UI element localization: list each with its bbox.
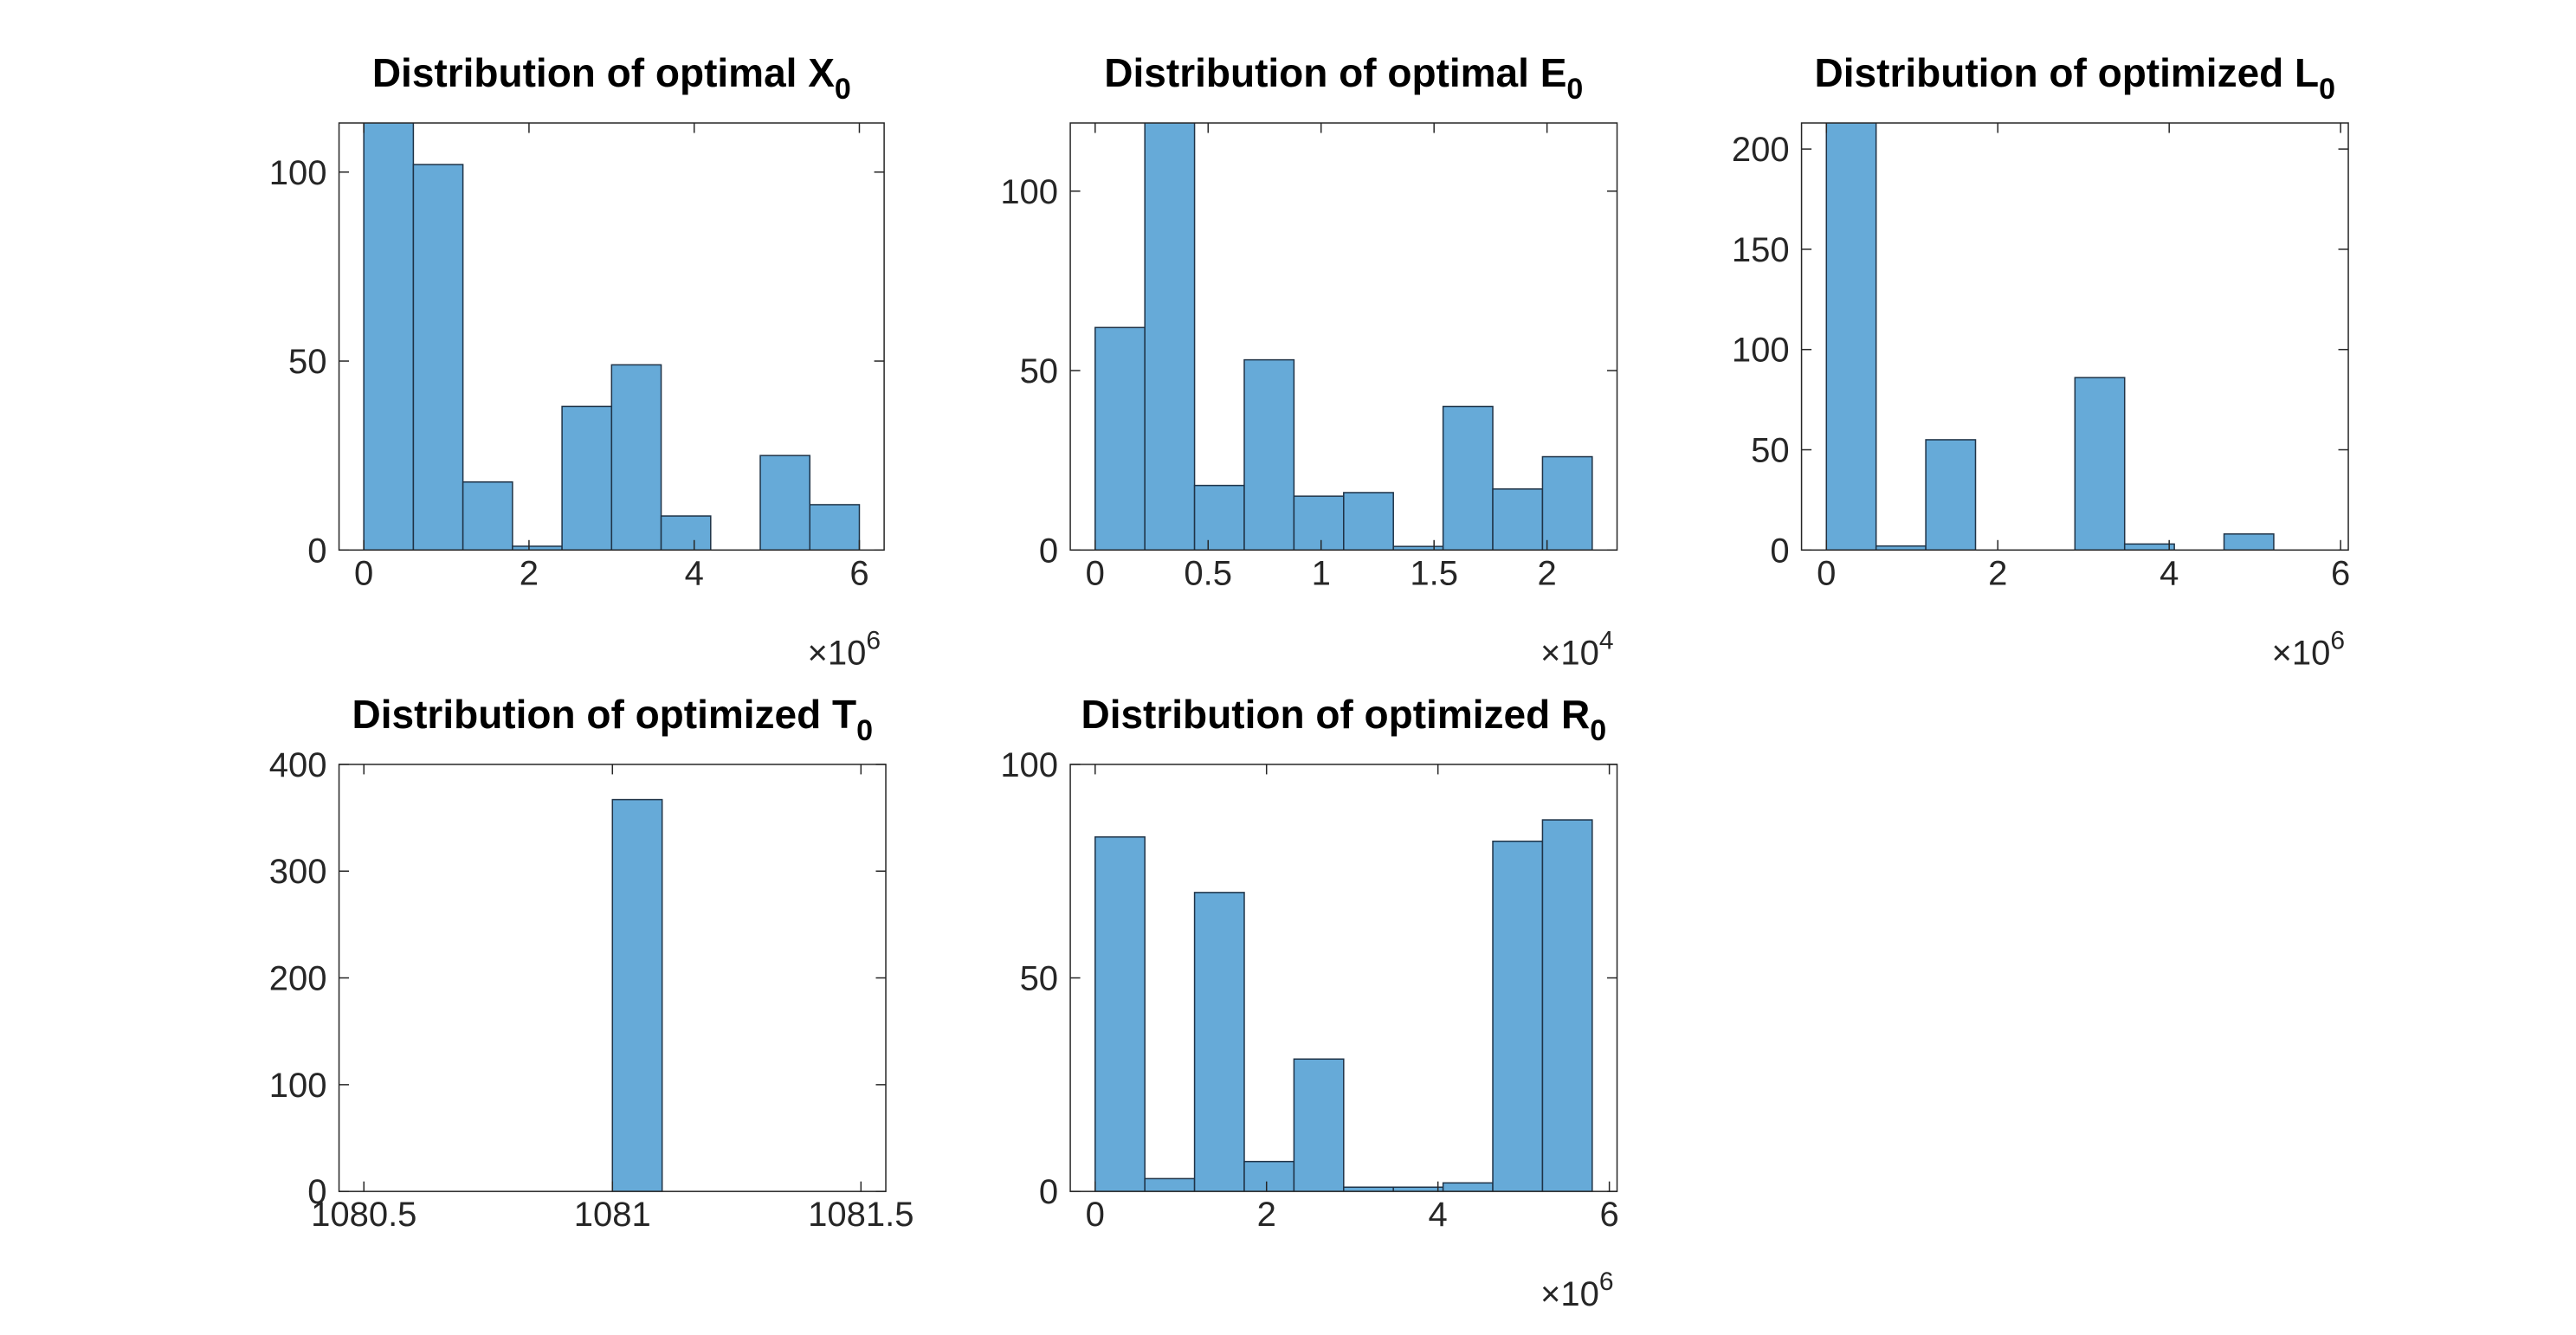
- x-tick-label: 0: [1817, 554, 1836, 592]
- subplot-3: 0 2 4 6 0 50 100 150 200 ×106 Distribution of opti…: [1732, 50, 2350, 672]
- histogram-bar: [1492, 488, 1544, 551]
- x-tick-label: 0: [354, 554, 373, 592]
- histogram-bar: [1925, 439, 1977, 551]
- y-tick-label: 0: [1039, 1173, 1058, 1211]
- histogram-bar: [1293, 1058, 1345, 1192]
- y-tick-label: 150: [1732, 231, 1790, 269]
- histogram-bar: [2223, 533, 2275, 551]
- histogram-bar: [412, 164, 464, 551]
- y-tick-label: 100: [1000, 173, 1058, 211]
- axes-box: [1069, 122, 1618, 551]
- x-tick-label: 1080.5: [311, 1196, 416, 1234]
- histogram-bar: [1193, 484, 1245, 551]
- x-tick-label: 0: [1086, 554, 1105, 592]
- histogram-bar: [1193, 892, 1245, 1192]
- histogram-bar: [2123, 543, 2175, 551]
- histogram-bar: [1541, 455, 1593, 551]
- y-tick-label: 200: [269, 960, 327, 998]
- x-tick-label: 1081.5: [808, 1196, 914, 1234]
- bars: [1825, 123, 2275, 551]
- histogram-bar: [1094, 326, 1146, 551]
- histogram-bar: [1144, 1177, 1196, 1192]
- bars: [611, 798, 663, 1192]
- x-tick-label: 0: [1086, 1196, 1105, 1234]
- histogram-bar: [1243, 358, 1295, 551]
- histogram-bar: [1442, 1182, 1494, 1192]
- histogram-bar: [561, 405, 613, 551]
- y-tick-label: 50: [288, 343, 327, 381]
- chart-title: Distribution of optimized T0: [352, 692, 874, 747]
- x-tick-label: 1081: [574, 1196, 651, 1234]
- y-tick-label: 200: [1732, 131, 1790, 169]
- chart-title: Distribution of optimized L0: [1815, 50, 2336, 106]
- y-tick-label: 400: [269, 746, 327, 784]
- histogram-bar: [759, 455, 810, 551]
- bars: [363, 123, 861, 551]
- chart-title: Distribution of optimized R0: [1081, 692, 1606, 747]
- x-tick-label: 2: [1988, 554, 2007, 592]
- x-tick-label: 0.5: [1184, 554, 1232, 592]
- x-tick-label: 4: [685, 554, 704, 592]
- x-tick-label: 4: [1429, 1196, 1448, 1234]
- histogram-bar: [462, 480, 513, 551]
- x-exponent-label: ×106: [1540, 1267, 1614, 1313]
- chart-title: Distribution of optimal X0: [372, 50, 851, 106]
- chart-title: Distribution of optimal E0: [1104, 50, 1583, 106]
- x-tick-label: 2: [520, 554, 539, 592]
- y-tick-label: 100: [1000, 746, 1058, 784]
- subplot-2: 0 0.5 1 1.5 2 0 50 100 ×104 Distribution of optim…: [1000, 50, 1618, 672]
- histogram-bar: [1492, 840, 1544, 1192]
- bars: [1094, 123, 1593, 551]
- y-tick-label: 100: [1732, 332, 1790, 370]
- y-tick-label: 300: [269, 853, 327, 891]
- subplot-5: 0 2 4 6 0 50 100 ×106 Distribution of optimized …: [1000, 692, 1618, 1313]
- axes-box: [1800, 122, 2349, 551]
- x-tick-label: 2: [1257, 1196, 1276, 1234]
- histogram-bar: [610, 364, 662, 551]
- histogram-bar: [1144, 123, 1196, 551]
- x-exponent-label: ×104: [1540, 626, 1614, 672]
- histogram-bar: [1343, 492, 1394, 551]
- histogram-bar: [1541, 819, 1593, 1192]
- histogram-bar: [1442, 405, 1494, 551]
- histogram-bar: [1094, 836, 1146, 1192]
- y-tick-label: 50: [1751, 432, 1790, 470]
- subplot-4: 1080.5 1081 1081.5 0 100 200 300 400 Distributio…: [269, 692, 914, 1234]
- y-tick-label: 100: [269, 1067, 327, 1105]
- y-tick-label: 0: [1039, 532, 1058, 570]
- histogram-bar: [660, 515, 712, 551]
- y-tick-label: 50: [1020, 960, 1059, 998]
- histogram-bar: [1243, 1160, 1295, 1192]
- y-tick-label: 100: [269, 154, 327, 192]
- x-tick-label: 6: [1599, 1196, 1618, 1234]
- x-tick-label: 4: [2160, 554, 2179, 592]
- bars: [1094, 819, 1593, 1192]
- x-tick-label: 1: [1312, 554, 1331, 592]
- x-exponent-label: ×106: [2272, 626, 2346, 672]
- x-exponent-label: ×106: [808, 626, 881, 672]
- x-tick-label: 1.5: [1410, 554, 1458, 592]
- histogram-bar: [363, 123, 415, 551]
- histogram-bar: [2074, 377, 2126, 551]
- histogram-bar: [809, 504, 861, 551]
- histogram-bar: [1293, 495, 1345, 551]
- x-tick-label: 6: [849, 554, 868, 592]
- histogram-bar: [611, 798, 663, 1192]
- x-tick-label: 6: [2331, 554, 2350, 592]
- histogram-bar: [1825, 123, 1877, 551]
- x-tick-label: 2: [1538, 554, 1557, 592]
- y-tick-label: 0: [307, 1173, 326, 1211]
- axes-box: [338, 122, 885, 551]
- subplot-1: 0 2 4 6 0 50 100 ×106 Distribution of optimal X0: [269, 50, 885, 672]
- y-tick-label: 50: [1020, 352, 1059, 390]
- y-tick-label: 0: [1770, 532, 1789, 570]
- y-tick-label: 0: [307, 532, 326, 570]
